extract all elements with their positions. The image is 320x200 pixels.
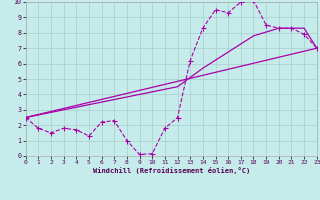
X-axis label: Windchill (Refroidissement éolien,°C): Windchill (Refroidissement éolien,°C) <box>92 167 250 174</box>
